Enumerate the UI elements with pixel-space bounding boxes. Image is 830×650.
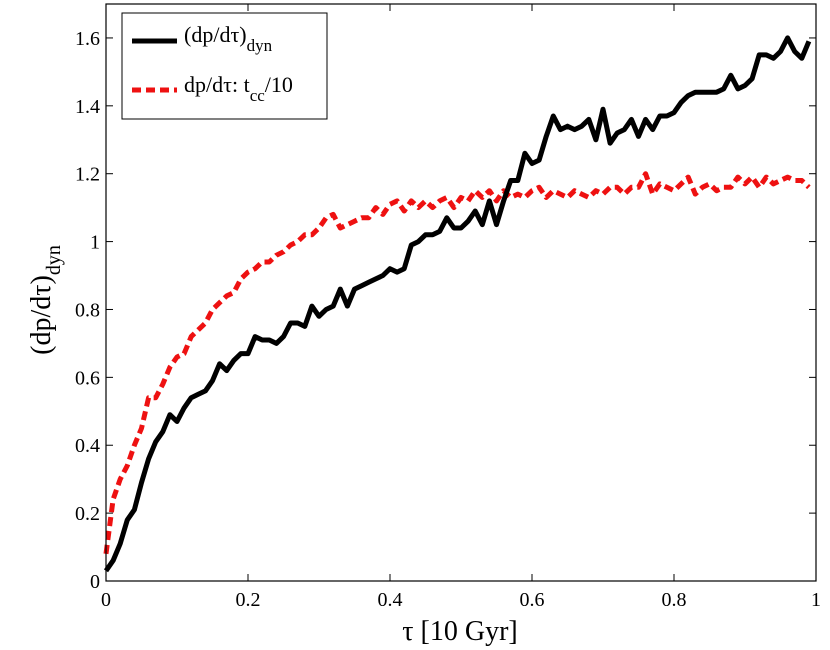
y-axis-label: (dp/dτ)dyn [26,245,65,355]
legend-label-dyn: (dp/dτ)dyn [184,22,273,55]
series-layer [103,35,812,573]
axes-frame [105,3,817,582]
x-tick-label: 0.8 [662,589,687,611]
series-line-dyn [103,35,812,573]
y-axis-label-sub: dyn [43,245,65,275]
y-tick-label: 0.2 [75,503,100,525]
y-tick-label: 0.4 [75,435,100,457]
svg-text:(dp/dτ)dyn: (dp/dτ)dyn [26,245,65,355]
legend-label-tcc: dp/dτ: tcc/10 [184,72,293,105]
y-tick-label: 0.8 [75,299,100,321]
y-tick-label: 1.4 [75,96,100,118]
x-tick-label: 0 [101,589,111,611]
x-tick-label: 0.2 [236,589,261,611]
x-tick-label: 0.6 [520,589,545,611]
legend: (dp/dτ)dyn dp/dτ: tcc/10 [121,12,328,120]
x-tick-label: 1 [811,589,821,611]
legend-label-tcc-sub: cc [250,86,266,105]
legend-label-dyn-sub: dyn [247,36,273,55]
legend-label-dyn-main: (dp/dτ) [184,22,247,47]
y-tick-label: 0.6 [75,367,100,389]
series-line-tcc [103,171,811,555]
y-tick-label: 1.2 [75,164,100,186]
y-tick-label: 1.6 [75,28,100,50]
ticks-layer: 0 0.2 0.4 0.6 0.8 1 0 0.2 0.4 0.6 0.8 1 1.2 1.4 1.6 [75,4,821,611]
y-tick-label: 1 [90,232,100,254]
legend-label-tcc-tail: /10 [265,72,293,97]
legend-label-tcc-main: dp/dτ: t [184,72,250,97]
x-axis-label: τ [10 Gyr] [402,616,517,647]
y-tick-label: 0 [90,571,100,593]
x-tick-label: 0.4 [378,589,403,611]
y-axis-label-main: (dp/dτ) [26,275,57,355]
legend-box [121,12,328,120]
